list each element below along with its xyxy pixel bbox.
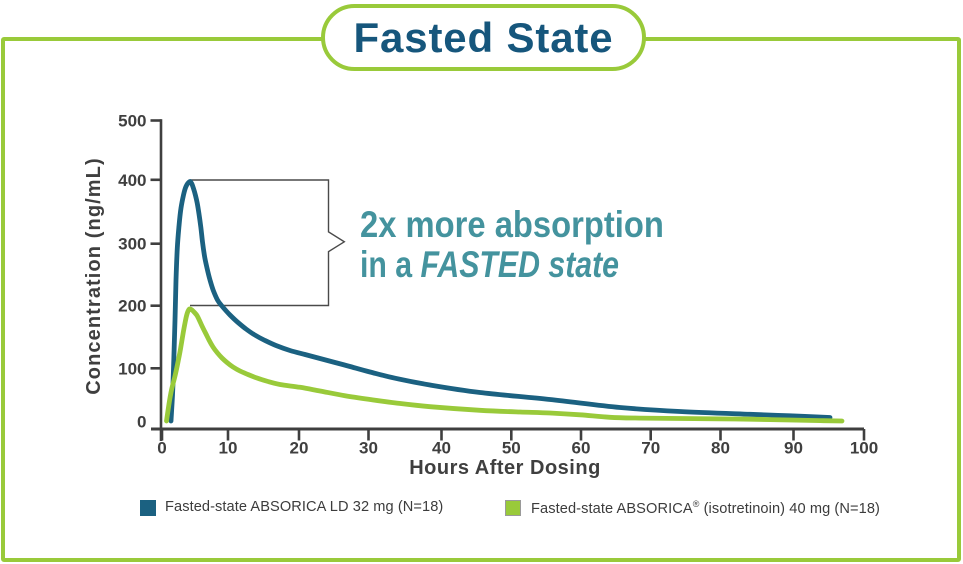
svg-text:0: 0 xyxy=(157,439,166,458)
svg-text:60: 60 xyxy=(572,439,591,458)
svg-text:100: 100 xyxy=(118,359,146,378)
svg-text:10: 10 xyxy=(219,439,238,458)
svg-text:20: 20 xyxy=(290,439,309,458)
svg-text:Hours After Dosing: Hours After Dosing xyxy=(409,457,601,479)
svg-text:200: 200 xyxy=(118,297,146,316)
svg-text:50: 50 xyxy=(502,439,521,458)
svg-text:100: 100 xyxy=(850,439,878,458)
svg-text:300: 300 xyxy=(118,235,146,254)
svg-text:40: 40 xyxy=(432,439,451,458)
svg-text:500: 500 xyxy=(118,112,146,131)
svg-text:70: 70 xyxy=(641,439,660,458)
svg-text:Concentration (ng/mL): Concentration (ng/mL) xyxy=(83,157,105,395)
svg-text:400: 400 xyxy=(118,171,146,190)
svg-text:0: 0 xyxy=(137,413,146,432)
svg-text:30: 30 xyxy=(359,439,378,458)
svg-text:90: 90 xyxy=(784,439,803,458)
svg-text:80: 80 xyxy=(711,439,730,458)
